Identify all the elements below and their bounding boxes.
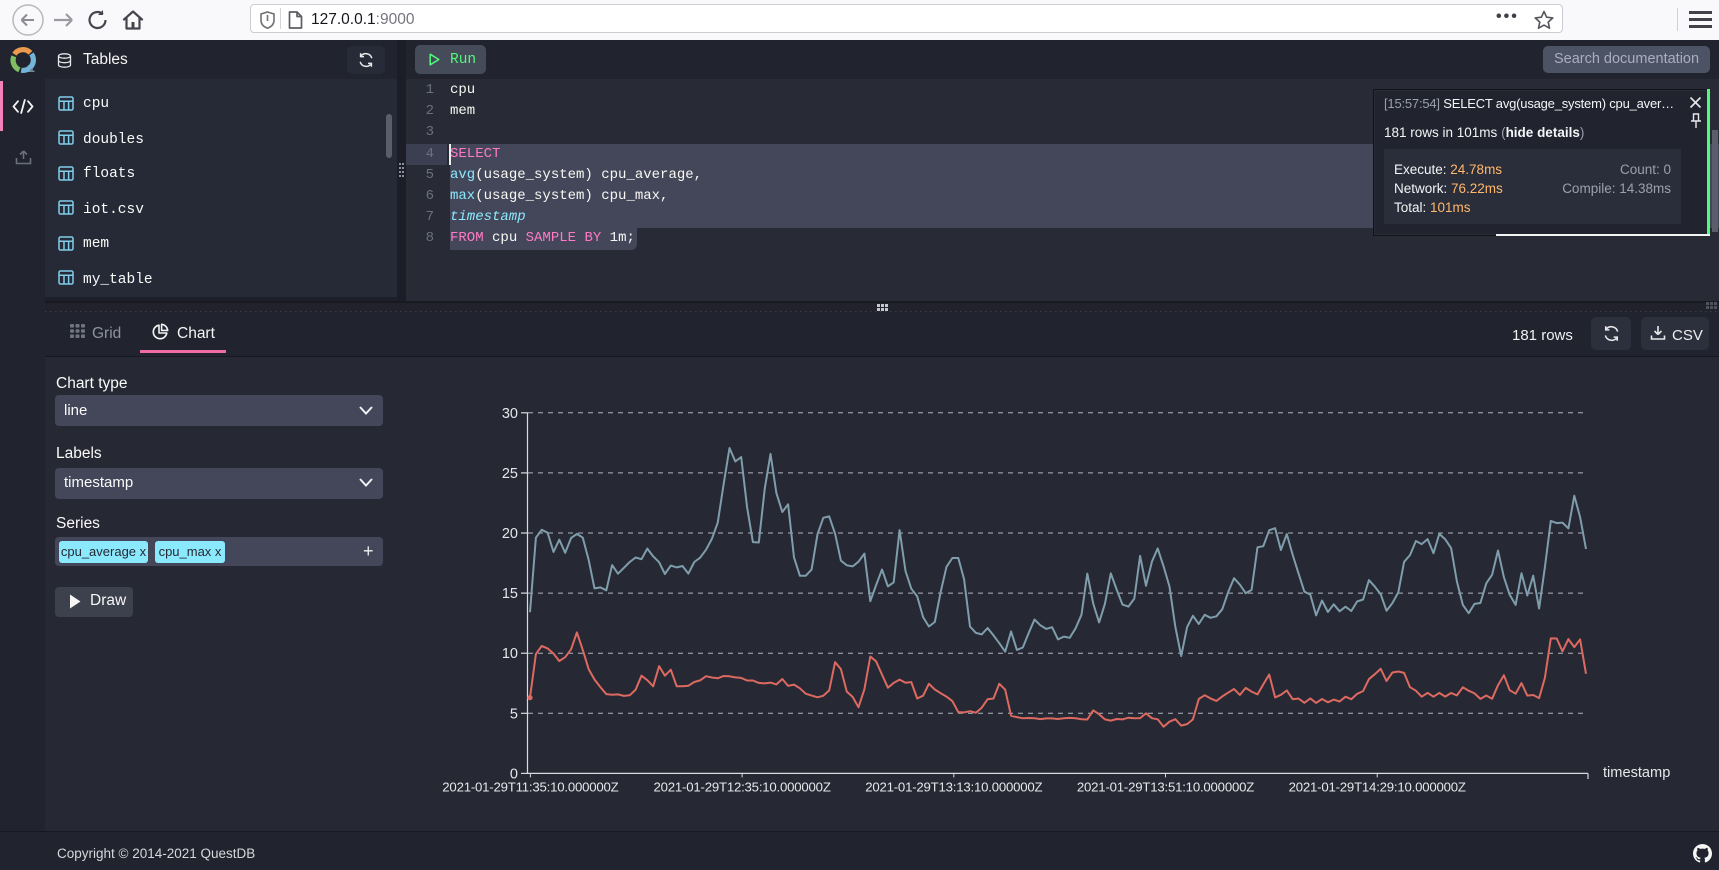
svg-text:2021-01-29T14:29:10.000000Z: 2021-01-29T14:29:10.000000Z [1289, 780, 1466, 795]
svg-text:25: 25 [502, 466, 518, 482]
svg-text:20: 20 [502, 526, 518, 542]
svg-text:2021-01-29T11:35:10.000000Z: 2021-01-29T11:35:10.000000Z [442, 780, 618, 795]
svg-text:30: 30 [502, 406, 518, 422]
svg-text:timestamp: timestamp [1603, 765, 1670, 781]
svg-text:5: 5 [510, 706, 518, 722]
svg-text:2021-01-29T13:13:10.000000Z: 2021-01-29T13:13:10.000000Z [865, 780, 1042, 795]
svg-text:10: 10 [502, 646, 518, 662]
svg-text:2021-01-29T13:51:10.000000Z: 2021-01-29T13:51:10.000000Z [1077, 780, 1254, 795]
svg-text:0: 0 [510, 766, 518, 782]
svg-text:15: 15 [502, 586, 518, 602]
svg-text:2021-01-29T12:35:10.000000Z: 2021-01-29T12:35:10.000000Z [654, 780, 831, 795]
